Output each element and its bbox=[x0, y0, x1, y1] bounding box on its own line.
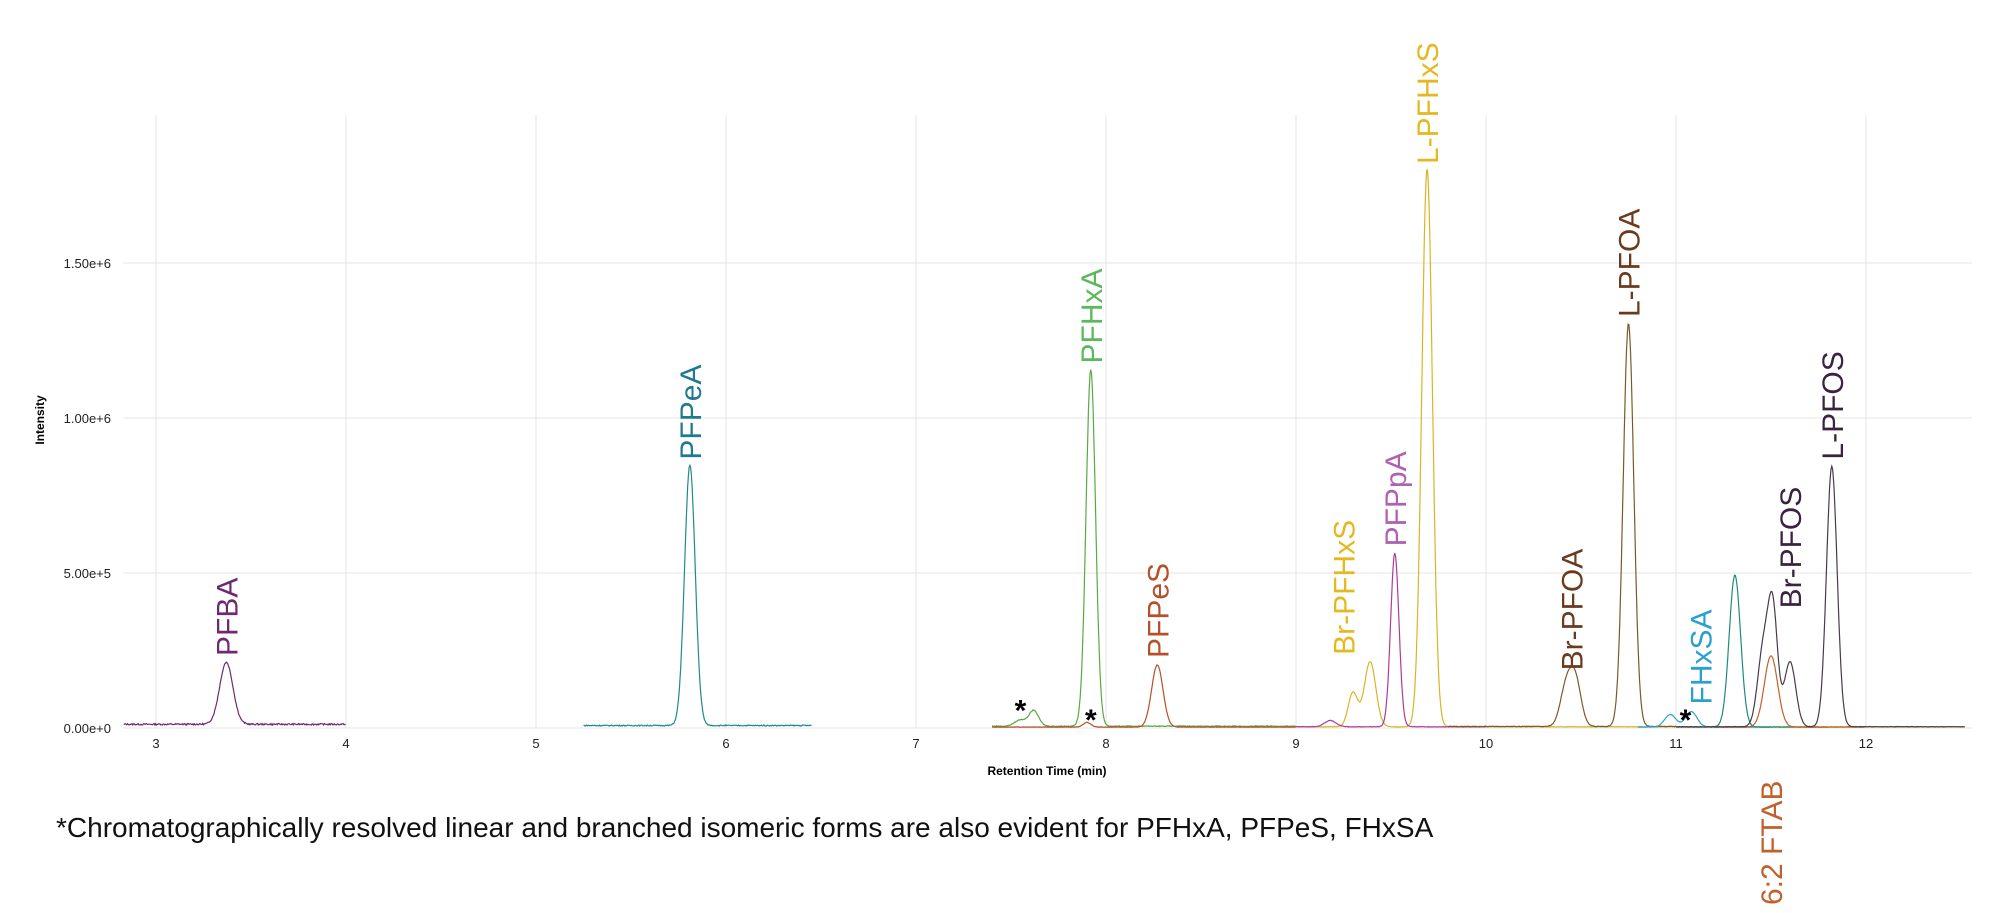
x-tick-label: 11 bbox=[1669, 736, 1683, 751]
peak-label: Br-PFHxS bbox=[1329, 520, 1362, 655]
x-tick-label: 6 bbox=[722, 736, 729, 751]
peak-labels: PFBA PFPeA PFHxA PFPeS Br-PFHxS PFPpA L-PFHxS B… bbox=[211, 42, 1850, 905]
x-axis-title: Retention Time (min) bbox=[987, 764, 1106, 778]
peak-label: 6:2 FTAB bbox=[1756, 781, 1789, 905]
peak-label: L-PFHxS bbox=[1412, 42, 1445, 164]
x-tick-label: 3 bbox=[152, 736, 159, 751]
x-tick-label: 10 bbox=[1479, 736, 1493, 751]
chromatogram-trace bbox=[991, 664, 1297, 728]
asterisk-annotation: * bbox=[1015, 695, 1027, 728]
x-tick-label: 5 bbox=[532, 736, 539, 751]
peak-label: PFHxA bbox=[1076, 268, 1109, 363]
peak-label: Br-PFOA bbox=[1557, 549, 1590, 671]
peak-label: Br-PFOS bbox=[1775, 487, 1808, 609]
peak-label: PFPpA bbox=[1380, 451, 1413, 546]
x-tick-label: 7 bbox=[912, 736, 919, 751]
x-tick-label: 8 bbox=[1102, 736, 1109, 751]
axis-ticks: 0.00e+0 5.00e+5 1.00e+6 1.50e+6 3 4 5 6 7 8 9 10 11 1… bbox=[64, 256, 1874, 751]
chromatogram-trace bbox=[583, 463, 812, 727]
chromatogram-trace bbox=[1714, 655, 1867, 728]
asterisk-annotation: * bbox=[1085, 704, 1097, 737]
traces bbox=[123, 169, 1965, 728]
peak-label: PFBA bbox=[211, 578, 244, 656]
chromatogram-trace bbox=[991, 369, 1297, 728]
y-axis-title: Intensity bbox=[33, 395, 47, 445]
x-tick-label: 12 bbox=[1859, 736, 1873, 751]
chromatogram-trace bbox=[123, 661, 346, 727]
grid bbox=[123, 115, 1972, 729]
footnote-caption: *Chromatographically resolved linear and… bbox=[56, 812, 1434, 843]
chromatogram-trace bbox=[1295, 552, 1487, 728]
y-tick-label: 1.00e+6 bbox=[64, 411, 111, 426]
peak-label: PFPeA bbox=[675, 365, 708, 460]
y-tick-label: 1.50e+6 bbox=[64, 256, 111, 271]
asterisk-annotation: * bbox=[1680, 704, 1692, 737]
peak-label: L-PFOS bbox=[1817, 351, 1850, 459]
chromatogram-trace bbox=[1676, 464, 1965, 728]
x-tick-label: 4 bbox=[342, 736, 349, 751]
peak-label: L-PFOA bbox=[1614, 209, 1647, 317]
y-tick-label: 0.00e+0 bbox=[64, 721, 111, 736]
peak-label: FHxSA bbox=[1686, 609, 1719, 704]
y-tick-label: 5.00e+5 bbox=[64, 566, 111, 581]
x-tick-label: 9 bbox=[1292, 736, 1299, 751]
peak-label: PFPeS bbox=[1142, 563, 1175, 658]
chromatogram-trace bbox=[1447, 323, 1677, 728]
